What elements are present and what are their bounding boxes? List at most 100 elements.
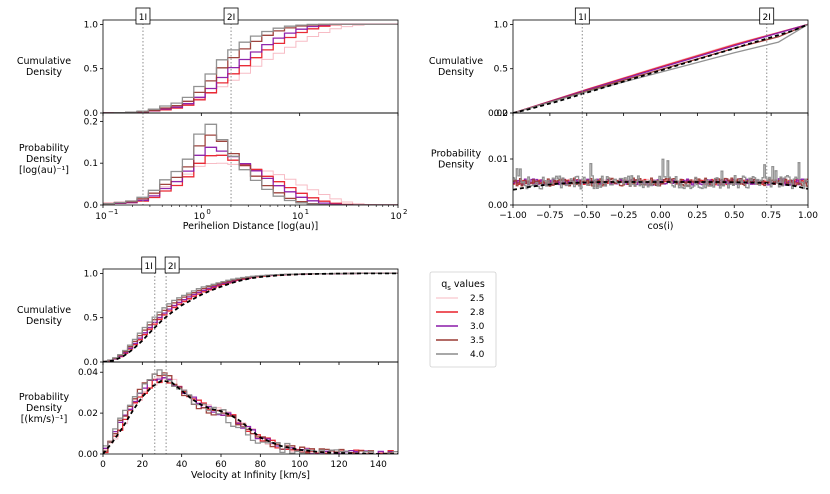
velocity-bottom-reference-line [103,379,398,454]
y-tick-label: 0.2 [84,117,98,127]
x-tick-label: 0 [100,460,106,470]
marker-box-1I [574,7,590,25]
x-tick-label: −0.75 [536,211,564,221]
chart-velocity: 0.00.51.0CumulativeDensity0.000.020.04Pr… [17,256,399,481]
perihelion-top-series-4-0 [103,23,398,113]
marker-box-2I [164,256,180,274]
y-tick-label: 0.5 [494,65,508,75]
legend-title-rest: values [451,279,485,290]
y-tick-label: 0.5 [84,314,98,324]
x-tick-exponent: −1 [108,208,118,216]
y-tick-label: 1.0 [84,269,99,279]
y-tick-label: 0.04 [78,368,98,378]
y-tick-label: 0.5 [84,65,98,75]
inclination-bottom-reference-line [513,181,808,191]
y-tick-label: 1.0 [84,20,99,30]
perihelion-top-series [103,23,398,113]
y-tick-label: 0.0 [84,358,99,368]
marker-label-2I: 2I [227,13,235,23]
chart-inclination: 0.0 0.5 1.0 Cumulative Density 0.00 0.01 0.02 Pr… [429,7,818,232]
velocity-bottom-series-4-0 [103,369,398,454]
y-axis-label: Density [26,403,62,414]
legend-entry-2-8: 2.8 [470,308,485,318]
velocity-top-series [103,272,398,362]
legend-title-subscript: s [447,284,451,292]
legend-entry-3-5: 3.5 [470,336,484,346]
x-tick-label: −0.50 [573,211,601,221]
x-axis-label: Perihelion Distance [log(au)] [183,221,319,232]
y-tick-label: 0.00 [78,450,98,460]
y-axis-label: Density [26,316,62,327]
y-axis-label: Probability [19,392,70,403]
y-axis-label: [log(au)⁻¹] [19,165,69,176]
marker-label-2I: 2I [168,262,176,272]
x-tick-label: 10 [390,212,402,222]
y-axis-label: Cumulative [429,56,483,67]
x-tick-label: −1.00 [499,211,527,221]
y-tick-label: 1.0 [494,20,509,30]
inclination-bottom-series [513,158,808,191]
velocity-bottom-frame [102,361,399,455]
y-tick-label: 0.1 [84,159,98,169]
inclination-top-series-4-0 [513,23,808,113]
chart-perihelion: 0.00.51.0CumulativeDensity0.00.10.2Proba… [17,7,407,232]
x-axis-label: cos(i) [647,221,673,232]
legend-title-q: q [441,279,447,290]
y-axis-label: Cumulative [17,56,71,67]
inclination-top-series [513,23,808,113]
legend-box [429,271,497,368]
y-axis-label: Probability [431,149,482,160]
y-tick-label: 0.00 [488,201,508,211]
velocity-top-series-2-5 [103,272,398,362]
y-tick-label: 0.02 [488,109,508,119]
x-tick-exponent: 1 [305,208,309,216]
x-tick-label: 120 [330,460,347,470]
marker-label-1I: 1I [139,13,147,23]
x-axis-label: Velocity at Infinity [km/s] [191,470,310,481]
x-tick-label: 1.00 [798,211,818,221]
inclination-bottom-series-4-0 [513,158,808,190]
velocity-top-series-4-0 [103,272,398,362]
x-tick-label: 80 [255,460,267,470]
velocity-top-series-3-5 [103,272,398,362]
perihelion-bottom-series [103,123,398,205]
y-axis-label: Density [26,67,62,78]
x-tick-label: 40 [176,460,188,470]
y-tick-label: 0.02 [78,409,98,419]
x-tick-label: 0.00 [650,211,670,221]
y-axis-label: Density [438,160,474,171]
x-tick-label: 60 [215,460,227,470]
marker-label-1I: 1I [578,13,586,23]
velocity-top-series-3-0 [103,272,398,362]
y-tick-label: 0.01 [488,155,508,165]
velocity-top-reference-line [103,272,398,362]
marker-label-1I: 1I [145,262,153,272]
x-tick-label: 10 [194,212,206,222]
velocity-bottom-series [103,369,398,454]
marker-box-1I [135,7,151,25]
y-tick-label: 0.0 [494,109,509,119]
x-tick-label: −0.25 [610,211,638,221]
y-tick-label: 0.0 [84,109,99,119]
velocity-top-frame [102,268,399,363]
x-tick-label: 0.25 [687,211,707,221]
marker-box-2I [223,7,239,25]
y-axis-label: Density [26,154,62,165]
marker-label-2I: 2I [763,13,771,23]
legend: qs values 2.5 2.8 3.0 3.5 4.0 [429,271,497,368]
x-tick-exponent: 2 [403,208,407,216]
perihelion-bottom-frame [102,112,399,206]
x-tick-label: 10 [292,212,304,222]
marker-box-2I [759,7,775,25]
y-axis-label: Probability [19,143,70,154]
y-tick-label: 0.0 [84,201,99,211]
x-tick-label: 140 [370,460,387,470]
x-tick-exponent: 0 [206,208,210,216]
